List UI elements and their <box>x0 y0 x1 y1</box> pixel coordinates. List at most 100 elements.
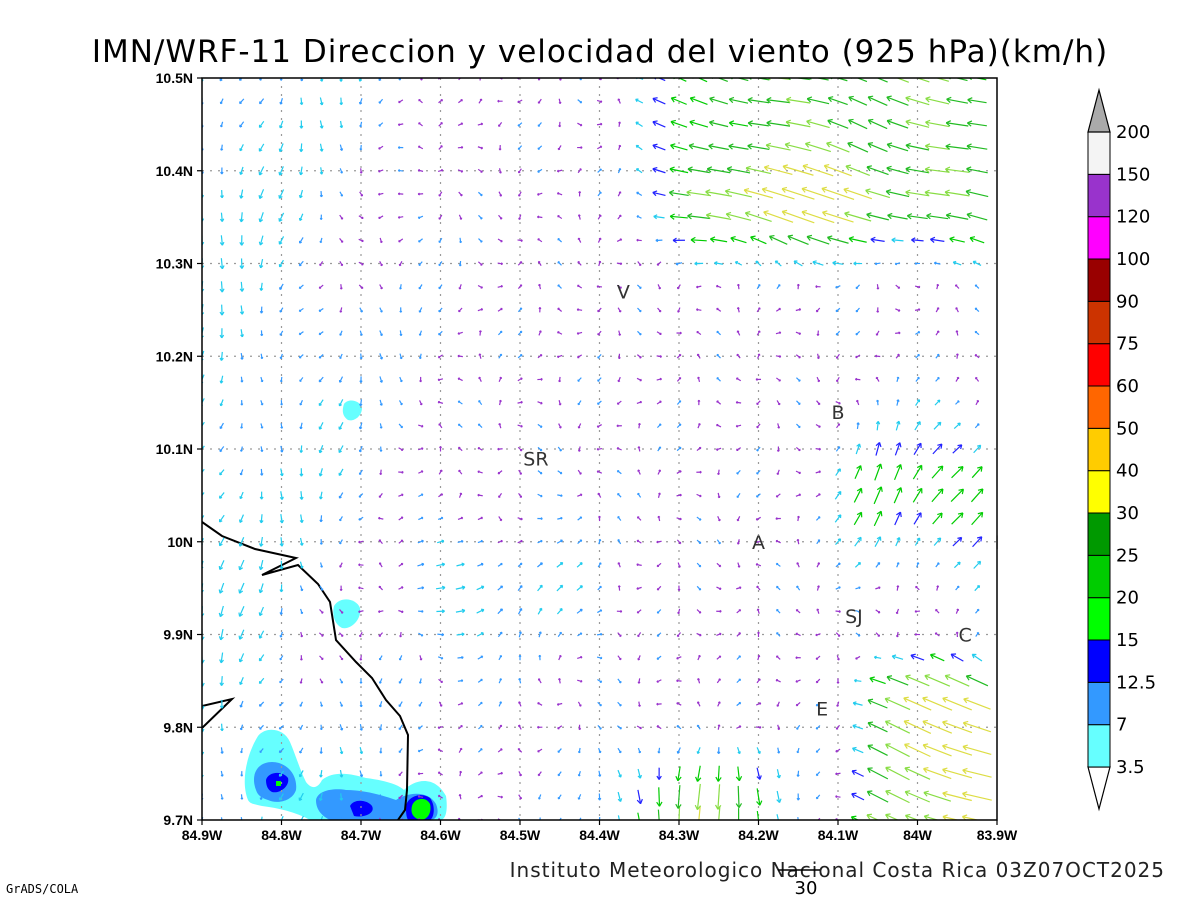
wind-vector <box>716 747 721 755</box>
wind-vector <box>339 97 344 106</box>
wind-vector <box>835 795 841 799</box>
wind-vector <box>816 608 820 614</box>
wind-vector <box>397 169 404 173</box>
colorbar-swatch <box>1087 131 1111 175</box>
wind-vector <box>696 446 702 452</box>
x-tick-label: 84.5W <box>500 827 541 843</box>
wind-vector <box>240 352 244 360</box>
wind-vector <box>924 674 951 687</box>
wind-vector <box>219 469 225 476</box>
wind-vector <box>498 145 502 151</box>
wind-vector <box>319 724 323 731</box>
wind-vector <box>736 492 741 499</box>
wind-vector <box>895 631 899 638</box>
colorbar-label: 60 <box>1116 376 1139 397</box>
wind-vector <box>850 78 868 83</box>
wind-vector <box>202 421 205 430</box>
wind-vector <box>537 423 543 428</box>
wind-vector <box>756 469 761 475</box>
colorbar-label: 40 <box>1116 461 1139 482</box>
wind-vector <box>259 724 264 730</box>
wind-vector <box>933 261 941 265</box>
wind-vector <box>339 793 344 801</box>
wind-vector <box>716 353 721 359</box>
wind-vector <box>816 817 821 820</box>
wind-vector <box>220 723 224 732</box>
wind-vector <box>955 608 960 614</box>
wind-vector <box>280 445 284 453</box>
wind-vector <box>815 725 821 730</box>
wind-vector <box>796 562 800 568</box>
wind-vector <box>338 399 344 407</box>
wind-vector <box>834 490 842 500</box>
wind-vector <box>835 285 841 289</box>
wind-vector <box>478 98 483 104</box>
wind-vector <box>636 400 643 405</box>
wind-vector <box>942 790 972 802</box>
wind-vector <box>676 702 682 706</box>
wind-vector <box>319 678 324 684</box>
wind-vector <box>755 563 762 567</box>
wind-vector <box>966 212 988 221</box>
wind-vector <box>359 399 363 407</box>
wind-vector <box>478 330 482 336</box>
wind-vector <box>816 585 820 591</box>
wind-vector <box>397 123 404 127</box>
wind-vector <box>974 284 980 289</box>
wind-vector <box>617 632 622 637</box>
wind-vector <box>596 447 603 451</box>
wind-vector <box>457 655 464 660</box>
wind-vector <box>497 539 503 544</box>
wind-vector <box>756 585 761 591</box>
wind-vector <box>896 399 900 406</box>
wind-vector <box>319 655 324 661</box>
wind-vector <box>597 585 602 591</box>
wind-vector <box>537 607 543 615</box>
wind-vector <box>239 98 245 105</box>
wind-vector <box>867 95 888 107</box>
wind-vector <box>359 701 363 708</box>
wind-vector <box>696 285 702 289</box>
wind-vector <box>339 516 343 522</box>
wind-vector <box>556 702 563 706</box>
wind-vector <box>219 422 224 430</box>
wind-vector <box>618 144 622 151</box>
wind-vector <box>578 191 582 197</box>
wind-vector <box>598 747 602 754</box>
wind-vector <box>498 214 503 220</box>
wind-vector <box>438 678 444 684</box>
wind-vector <box>835 307 841 313</box>
wind-vector <box>806 234 830 245</box>
wind-vector <box>557 145 562 151</box>
wind-vector <box>636 377 642 382</box>
wind-vector <box>955 585 960 591</box>
wind-vector <box>652 190 666 197</box>
wind-vector <box>708 119 729 128</box>
colorbar-label: 120 <box>1116 207 1150 228</box>
wind-vector <box>518 724 522 730</box>
software-label: GrADS/COLA <box>6 882 79 896</box>
wind-vector <box>258 654 265 662</box>
wind-vector <box>934 399 941 406</box>
wind-vector <box>955 307 959 313</box>
wind-vector <box>338 632 344 637</box>
wind-vector <box>835 468 841 476</box>
wind-vector <box>379 771 383 777</box>
wind-vector <box>867 767 889 780</box>
wind-vector <box>279 78 283 81</box>
colorbar-swatch <box>1087 300 1111 345</box>
wind-vector <box>617 747 622 754</box>
wind-vector <box>497 562 503 567</box>
wind-vector <box>537 771 542 777</box>
wind-vector <box>537 377 543 381</box>
wind-vector <box>378 122 384 127</box>
colorbar-label: 50 <box>1116 418 1139 439</box>
wind-vector <box>379 376 383 383</box>
wind-vector <box>556 562 564 568</box>
y-tick-label: 10.3N <box>156 256 193 272</box>
wind-vector <box>358 238 364 243</box>
colorbar-swatch <box>1087 554 1111 599</box>
wind-vector <box>359 330 363 336</box>
wind-vector <box>851 769 864 777</box>
reference-vector-label: 30 <box>795 878 818 899</box>
